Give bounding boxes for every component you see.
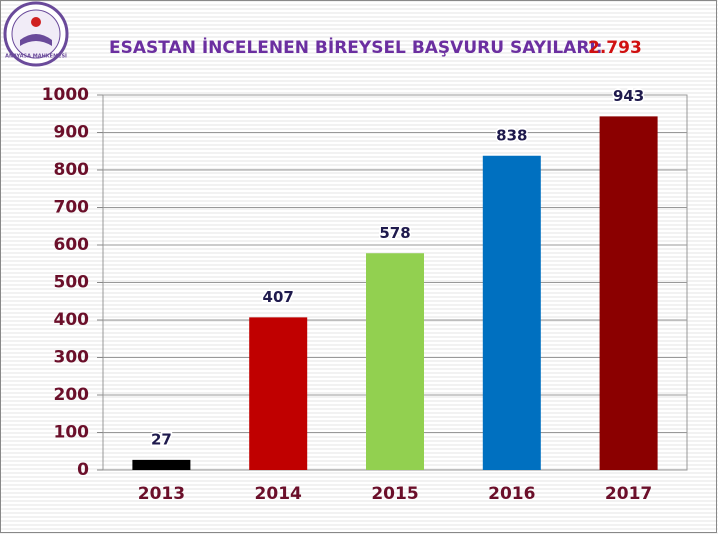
y-tick-label: 200 xyxy=(54,385,90,405)
y-tick-label: 800 xyxy=(54,160,90,180)
data-label: 578 xyxy=(379,224,410,242)
y-tick-label: 100 xyxy=(54,423,90,443)
bar xyxy=(599,116,658,470)
x-tick-label: 2017 xyxy=(605,484,652,504)
y-tick-label: 400 xyxy=(54,310,90,330)
bar xyxy=(482,155,541,470)
y-tick-label: 1000 xyxy=(42,85,89,105)
x-tick-label: 2016 xyxy=(488,484,535,504)
logo-text: ANAYASA MAHKEMESİ xyxy=(5,53,67,60)
data-label: 407 xyxy=(263,288,294,306)
y-tick-label: 0 xyxy=(77,460,89,480)
y-tick-label: 300 xyxy=(54,348,90,368)
bar xyxy=(249,317,308,470)
data-label: 943 xyxy=(613,87,644,105)
y-tick-label: 500 xyxy=(54,273,90,293)
bar xyxy=(132,459,191,470)
x-tick-label: 2013 xyxy=(138,484,185,504)
y-tick-label: 700 xyxy=(54,198,90,218)
bar xyxy=(366,253,424,470)
chart-title: ESASTAN İNCELENEN BİREYSEL BAŞVURU SAYIL… xyxy=(109,36,603,58)
x-tick-label: 2014 xyxy=(255,484,302,504)
x-tick-label: 2015 xyxy=(371,484,418,504)
title-total: 2.793 xyxy=(588,38,642,58)
data-label: 838 xyxy=(496,126,527,144)
logo: ANAYASA MAHKEMESİ xyxy=(3,1,69,67)
data-label: 27 xyxy=(151,430,172,448)
y-tick-label: 600 xyxy=(54,235,90,255)
y-tick-label: 900 xyxy=(54,123,90,143)
